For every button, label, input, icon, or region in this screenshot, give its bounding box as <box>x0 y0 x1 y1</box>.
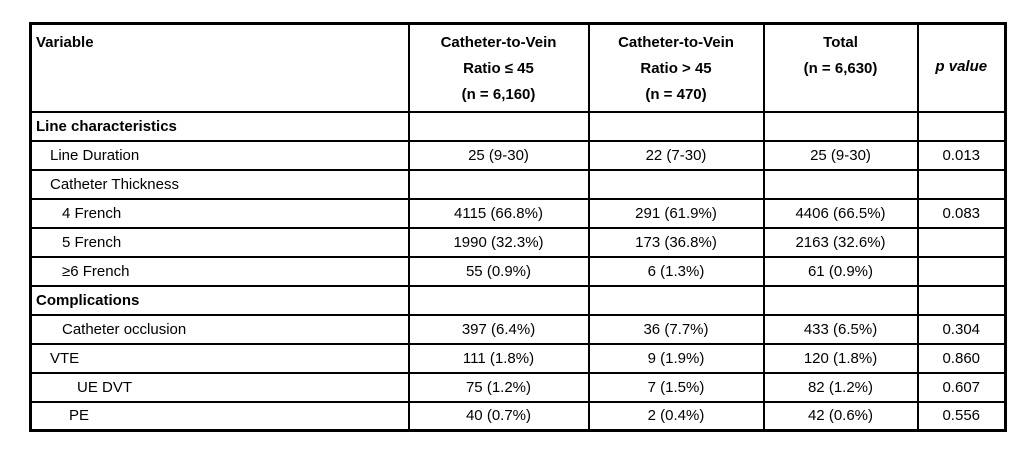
cell-p-value <box>916 226 1007 258</box>
table-row: Complications <box>29 284 1007 316</box>
table-row: Catheter Thickness <box>29 168 1007 200</box>
cell-ratio-le-45: 25 (9-30) <box>407 139 590 171</box>
column-header-p-value: p value <box>916 22 1007 113</box>
cell-ratio-le-45 <box>407 168 590 200</box>
cell-p-value: 0.860 <box>916 342 1007 374</box>
cell-p-value <box>916 284 1007 316</box>
table-row: UE DVT 75 (1.2%) 7 (1.5%) 82 (1.2%) 0.60… <box>29 371 1007 403</box>
cell-ratio-gt-45: 291 (61.9%) <box>587 197 765 229</box>
cell-ratio-le-45: 111 (1.8%) <box>407 342 590 374</box>
cell-p-value <box>916 110 1007 142</box>
cell-total: 82 (1.2%) <box>762 371 919 403</box>
cell-total: 25 (9-30) <box>762 139 919 171</box>
row-label: Line characteristics <box>29 110 410 142</box>
header-line: p value <box>935 57 988 75</box>
table-row: ≥6 French 55 (0.9%) 6 (1.3%) 61 (0.9%) <box>29 255 1007 287</box>
cell-total: 120 (1.8%) <box>762 342 919 374</box>
table-row: PE 40 (0.7%) 2 (0.4%) 42 (0.6%) 0.556 <box>29 400 1007 432</box>
cell-p-value: 0.607 <box>916 371 1007 403</box>
cell-ratio-gt-45: 36 (7.7%) <box>587 313 765 345</box>
cell-p-value: 0.304 <box>916 313 1007 345</box>
row-label: Catheter occlusion <box>29 313 410 345</box>
cell-ratio-gt-45 <box>587 168 765 200</box>
cell-ratio-le-45 <box>407 284 590 316</box>
cell-p-value: 0.556 <box>916 400 1007 432</box>
table-header: Variable Catheter-to-Vein Ratio ≤ 45 (n … <box>29 22 1007 113</box>
column-header-ratio-gt-45: Catheter-to-Vein Ratio > 45 (n = 470) <box>587 22 765 113</box>
row-label: 4 French <box>29 197 410 229</box>
column-header-total: Total (n = 6,630) <box>762 22 919 113</box>
column-header-ratio-le-45: Catheter-to-Vein Ratio ≤ 45 (n = 6,160) <box>407 22 590 113</box>
header-line: Total <box>823 34 858 51</box>
cell-total: 2163 (32.6%) <box>762 226 919 258</box>
header-line: (n = 470) <box>645 86 707 103</box>
cell-total <box>762 284 919 316</box>
catheter-to-vein-ratio-outcomes-table: Variable Catheter-to-Vein Ratio ≤ 45 (n … <box>29 22 1007 432</box>
row-label: 5 French <box>29 226 410 258</box>
cell-p-value <box>916 255 1007 287</box>
cell-ratio-le-45 <box>407 110 590 142</box>
table-row: 4 French 4115 (66.8%) 291 (61.9%) 4406 (… <box>29 197 1007 229</box>
cell-ratio-gt-45 <box>587 284 765 316</box>
row-label: VTE <box>29 342 410 374</box>
header-line: Catheter-to-Vein <box>618 34 734 51</box>
row-label: UE DVT <box>29 371 410 403</box>
cell-total: 42 (0.6%) <box>762 400 919 432</box>
cell-ratio-le-45: 397 (6.4%) <box>407 313 590 345</box>
header-line: Variable <box>36 34 94 51</box>
cell-p-value: 0.013 <box>916 139 1007 171</box>
table-row: Line Duration 25 (9-30) 22 (7-30) 25 (9-… <box>29 139 1007 171</box>
table-body: Line characteristics Line Duration 25 (9… <box>29 110 1007 432</box>
column-header-variable: Variable <box>29 22 410 113</box>
cell-ratio-gt-45: 173 (36.8%) <box>587 226 765 258</box>
cell-ratio-gt-45: 2 (0.4%) <box>587 400 765 432</box>
cell-ratio-le-45: 40 (0.7%) <box>407 400 590 432</box>
cell-total <box>762 168 919 200</box>
table-row: VTE 111 (1.8%) 9 (1.9%) 120 (1.8%) 0.860 <box>29 342 1007 374</box>
cell-ratio-gt-45: 7 (1.5%) <box>587 371 765 403</box>
cell-total: 61 (0.9%) <box>762 255 919 287</box>
cell-ratio-le-45: 1990 (32.3%) <box>407 226 590 258</box>
header-line: Catheter-to-Vein <box>440 34 557 51</box>
cell-ratio-le-45: 4115 (66.8%) <box>407 197 590 229</box>
cell-total: 4406 (66.5%) <box>762 197 919 229</box>
cell-ratio-gt-45: 22 (7-30) <box>587 139 765 171</box>
table-row: Catheter occlusion 397 (6.4%) 36 (7.7%) … <box>29 313 1007 345</box>
header-line: Ratio ≤ 45 <box>463 60 534 77</box>
cell-p-value <box>916 168 1007 200</box>
header-line: (n = 6,630) <box>803 60 878 77</box>
row-label: Complications <box>29 284 410 316</box>
cell-ratio-le-45: 55 (0.9%) <box>407 255 590 287</box>
cell-ratio-le-45: 75 (1.2%) <box>407 371 590 403</box>
cell-total: 433 (6.5%) <box>762 313 919 345</box>
header-row: Variable Catheter-to-Vein Ratio ≤ 45 (n … <box>29 22 1007 113</box>
table-row: Line characteristics <box>29 110 1007 142</box>
cell-ratio-gt-45: 6 (1.3%) <box>587 255 765 287</box>
row-label: Catheter Thickness <box>29 168 410 200</box>
row-label: Line Duration <box>29 139 410 171</box>
header-line: (n = 6,160) <box>461 86 536 103</box>
cell-total <box>762 110 919 142</box>
row-label: ≥6 French <box>29 255 410 287</box>
cell-ratio-gt-45 <box>587 110 765 142</box>
row-label: PE <box>29 400 410 432</box>
cell-ratio-gt-45: 9 (1.9%) <box>587 342 765 374</box>
cell-p-value: 0.083 <box>916 197 1007 229</box>
header-line: Ratio > 45 <box>640 60 712 77</box>
table-row: 5 French 1990 (32.3%) 173 (36.8%) 2163 (… <box>29 226 1007 258</box>
